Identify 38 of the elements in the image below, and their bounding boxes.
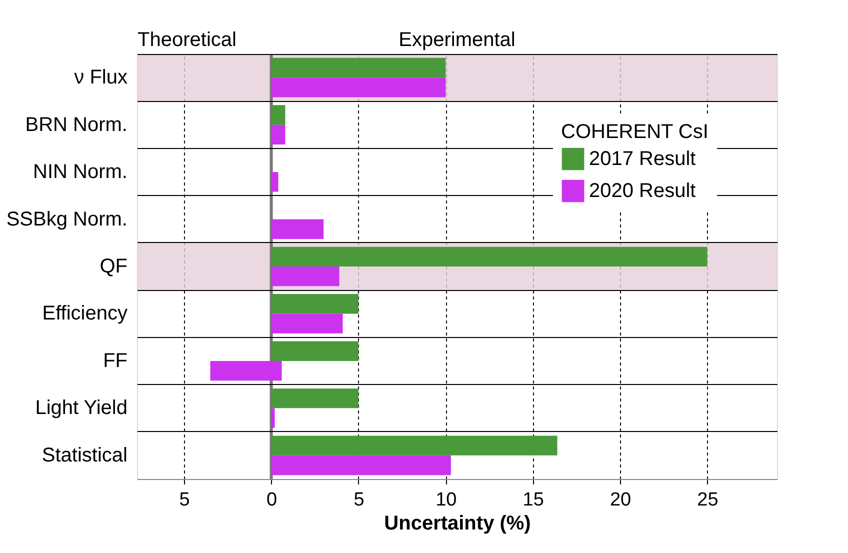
bar — [271, 314, 343, 334]
bar — [271, 436, 558, 456]
x-tick-label: 0 — [266, 490, 278, 510]
bar — [271, 124, 286, 145]
y-tick-label: Light Yield — [35, 397, 128, 420]
bar — [271, 266, 340, 286]
bar — [271, 78, 446, 98]
legend-label: 2020 Result — [589, 180, 696, 202]
text: Theoretical — [138, 29, 236, 51]
bar — [271, 58, 446, 78]
bar — [271, 219, 324, 239]
bar — [271, 388, 358, 408]
bar — [271, 105, 286, 125]
y-tick-label: FF — [103, 350, 128, 372]
y-tick-label: QF — [100, 256, 128, 278]
x-tick-label: 15 — [522, 490, 544, 510]
y-tick-label: Statistical — [42, 444, 128, 466]
x-tick-label: 25 — [697, 490, 718, 510]
x-axis-title: Uncertainty (%) — [384, 512, 531, 534]
x-tick-label: 10 — [436, 490, 457, 510]
bar — [271, 455, 451, 476]
y-tick-label: SSBkg Norm. — [6, 208, 128, 230]
bar — [271, 341, 358, 361]
bar — [210, 360, 282, 381]
y-tick-label: NIN Norm. — [33, 161, 128, 184]
legend-title: COHERENT CsI — [561, 121, 708, 143]
legend-label: 2017 Result — [589, 148, 696, 170]
bar — [271, 172, 278, 192]
x-tick-label: 20 — [610, 490, 632, 510]
y-tick-label: ν Flux — [74, 66, 128, 89]
bar — [271, 408, 275, 428]
text: Experimental — [398, 29, 516, 51]
x-tick-label: 5 — [179, 490, 190, 510]
y-tick-label: BRN Norm. — [25, 114, 128, 136]
y-tick-label: Efficiency — [42, 302, 128, 325]
bar — [271, 294, 358, 314]
x-tick-label: 5 — [354, 490, 364, 510]
bar — [271, 246, 708, 266]
